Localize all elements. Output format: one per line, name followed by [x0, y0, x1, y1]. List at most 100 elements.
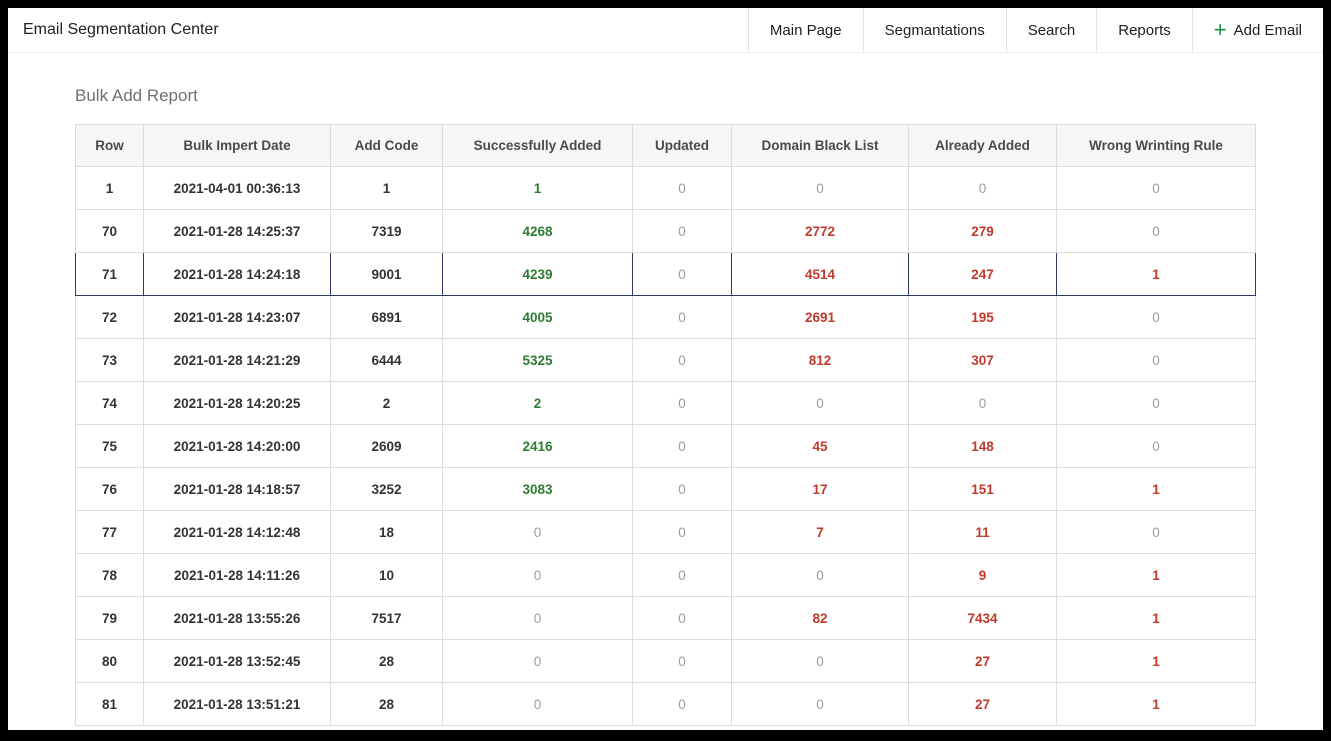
cell-row: 75 [75, 424, 144, 468]
nav-reports[interactable]: Reports [1096, 8, 1192, 52]
table-row[interactable]: 78 2021-01-28 14:11:26 10 0 0 0 9 1 [75, 553, 1256, 597]
cell-add_code: 2609 [330, 424, 443, 468]
cell-row: 73 [75, 338, 144, 382]
top-bar: Email Segmentation Center Main Page Segm… [8, 8, 1323, 53]
cell-already: 151 [908, 467, 1057, 511]
cell-blacklist: 2691 [731, 295, 909, 339]
column-header-add_code: Add Code [330, 124, 443, 167]
cell-add_code: 6891 [330, 295, 443, 339]
cell-row: 79 [75, 596, 144, 640]
page: Email Segmentation Center Main Page Segm… [8, 8, 1323, 730]
cell-add_code: 1 [330, 166, 443, 210]
cell-updated: 0 [632, 596, 732, 640]
cell-blacklist: 0 [731, 682, 909, 726]
table-row[interactable]: 75 2021-01-28 14:20:00 2609 2416 0 45 148 0 [75, 424, 1256, 468]
cell-already: 0 [908, 166, 1057, 210]
table-row[interactable]: 73 2021-01-28 14:21:29 6444 5325 0 812 307 0 [75, 338, 1256, 382]
cell-success: 2416 [442, 424, 633, 468]
cell-row: 77 [75, 510, 144, 554]
table-row[interactable]: 74 2021-01-28 14:20:25 2 2 0 0 0 0 [75, 381, 1256, 425]
cell-add_code: 7517 [330, 596, 443, 640]
cell-date: 2021-01-28 14:21:29 [143, 338, 331, 382]
column-header-blacklist: Domain Black List [731, 124, 909, 167]
cell-date: 2021-01-28 14:20:00 [143, 424, 331, 468]
cell-already: 9 [908, 553, 1057, 597]
cell-date: 2021-01-28 13:52:45 [143, 639, 331, 683]
cell-blacklist: 82 [731, 596, 909, 640]
cell-date: 2021-01-28 14:24:18 [143, 252, 331, 296]
nav-main-page[interactable]: Main Page [747, 8, 863, 52]
cell-wrong: 0 [1056, 209, 1256, 253]
cell-updated: 0 [632, 381, 732, 425]
cell-date: 2021-01-28 13:55:26 [143, 596, 331, 640]
table-row[interactable]: 80 2021-01-28 13:52:45 28 0 0 0 27 1 [75, 639, 1256, 683]
cell-blacklist: 45 [731, 424, 909, 468]
nav-segmantations[interactable]: Segmantations [862, 8, 1006, 52]
cell-success: 0 [442, 510, 633, 554]
cell-updated: 0 [632, 166, 732, 210]
cell-wrong: 1 [1056, 682, 1256, 726]
cell-date: 2021-04-01 00:36:13 [143, 166, 331, 210]
cell-blacklist: 4514 [731, 252, 909, 296]
table-row[interactable]: 1 2021-04-01 00:36:13 1 1 0 0 0 0 [75, 166, 1256, 210]
cell-add_code: 28 [330, 639, 443, 683]
cell-row: 1 [75, 166, 144, 210]
column-header-already: Already Added [908, 124, 1057, 167]
table-row[interactable]: 77 2021-01-28 14:12:48 18 0 0 7 11 0 [75, 510, 1256, 554]
cell-add_code: 6444 [330, 338, 443, 382]
cell-updated: 0 [632, 510, 732, 554]
cell-blacklist: 0 [731, 381, 909, 425]
cell-blacklist: 0 [731, 639, 909, 683]
cell-wrong: 1 [1056, 596, 1256, 640]
cell-wrong: 1 [1056, 553, 1256, 597]
cell-add_code: 28 [330, 682, 443, 726]
cell-success: 3083 [442, 467, 633, 511]
cell-success: 2 [442, 381, 633, 425]
table-row[interactable]: 81 2021-01-28 13:51:21 28 0 0 0 27 1 [75, 682, 1256, 726]
cell-blacklist: 7 [731, 510, 909, 554]
cell-success: 1 [442, 166, 633, 210]
cell-updated: 0 [632, 467, 732, 511]
cell-date: 2021-01-28 14:12:48 [143, 510, 331, 554]
table-row[interactable]: 79 2021-01-28 13:55:26 7517 0 0 82 7434 1 [75, 596, 1256, 640]
cell-date: 2021-01-28 14:23:07 [143, 295, 331, 339]
cell-already: 195 [908, 295, 1057, 339]
cell-add_code: 2 [330, 381, 443, 425]
plus-icon: + [1213, 17, 1227, 42]
cell-updated: 0 [632, 209, 732, 253]
cell-row: 76 [75, 467, 144, 511]
cell-updated: 0 [632, 553, 732, 597]
column-header-wrong: Wrong Wrinting Rule [1056, 124, 1256, 167]
cell-updated: 0 [632, 338, 732, 382]
table-row[interactable]: 72 2021-01-28 14:23:07 6891 4005 0 2691 195 0 [75, 295, 1256, 339]
cell-updated: 0 [632, 682, 732, 726]
table-head: Row Bulk Impert Date Add Code Successfully … [75, 124, 1256, 167]
cell-row: 81 [75, 682, 144, 726]
cell-success: 4268 [442, 209, 633, 253]
cell-already: 307 [908, 338, 1057, 382]
cell-blacklist: 2772 [731, 209, 909, 253]
cell-already: 27 [908, 682, 1057, 726]
cell-updated: 0 [632, 424, 732, 468]
table-row[interactable]: 71 2021-01-28 14:24:18 9001 4239 0 4514 247 1 [75, 252, 1256, 296]
table-row[interactable]: 76 2021-01-28 14:18:57 3252 3083 0 17 151 1 [75, 467, 1256, 511]
content: Bulk Add Report Row Bulk Impert Date Add C… [8, 53, 1323, 726]
cell-updated: 0 [632, 295, 732, 339]
cell-updated: 0 [632, 639, 732, 683]
cell-blacklist: 0 [731, 166, 909, 210]
nav-search[interactable]: Search [1005, 8, 1097, 52]
table-row[interactable]: 70 2021-01-28 14:25:37 7319 4268 0 2772 279 0 [75, 209, 1256, 253]
column-header-updated: Updated [632, 124, 732, 167]
app-title: Email Segmentation Center [23, 21, 219, 38]
bulk-add-report-table: Row Bulk Impert Date Add Code Successfully … [75, 124, 1256, 726]
cell-row: 70 [75, 209, 144, 253]
cell-updated: 0 [632, 252, 732, 296]
cell-wrong: 0 [1056, 338, 1256, 382]
cell-row: 71 [75, 252, 144, 296]
cell-success: 0 [442, 682, 633, 726]
cell-date: 2021-01-28 14:25:37 [143, 209, 331, 253]
cell-already: 7434 [908, 596, 1057, 640]
add-email-button[interactable]: + Add Email [1191, 8, 1323, 52]
cell-add_code: 10 [330, 553, 443, 597]
cell-wrong: 1 [1056, 467, 1256, 511]
